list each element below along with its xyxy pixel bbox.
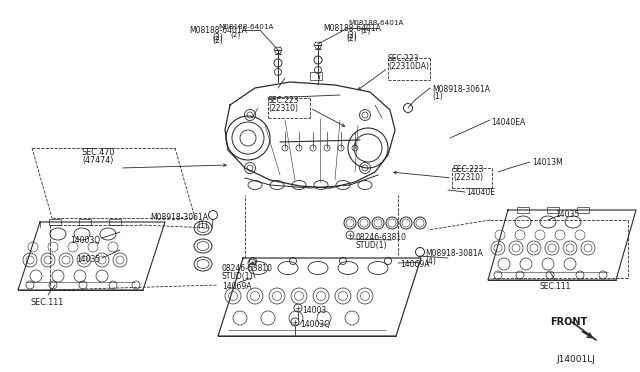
Text: (22310DA): (22310DA) xyxy=(388,62,429,71)
Text: (47474): (47474) xyxy=(83,156,114,165)
Text: 14003: 14003 xyxy=(302,306,326,315)
Bar xyxy=(310,72,322,80)
Bar xyxy=(517,207,529,213)
Text: SEC.470: SEC.470 xyxy=(81,148,115,157)
Text: SEC.223: SEC.223 xyxy=(388,54,419,63)
Text: 14013M: 14013M xyxy=(532,158,563,167)
Text: SEC.111: SEC.111 xyxy=(30,298,63,307)
Text: 14003Q: 14003Q xyxy=(70,236,100,245)
Text: 14069A: 14069A xyxy=(400,260,429,269)
Bar xyxy=(547,207,559,213)
Text: M08188-6401A
(2): M08188-6401A (2) xyxy=(323,24,381,44)
Bar xyxy=(109,219,121,225)
Text: (2): (2) xyxy=(212,33,223,42)
Bar xyxy=(49,219,61,225)
Text: (2): (2) xyxy=(230,31,240,38)
Text: (1): (1) xyxy=(197,221,208,230)
Text: 14069A: 14069A xyxy=(222,282,252,291)
Text: (22310): (22310) xyxy=(453,173,483,182)
Text: M08918-3061A: M08918-3061A xyxy=(432,85,490,94)
Text: SEC.223: SEC.223 xyxy=(268,96,300,105)
Bar xyxy=(577,207,589,213)
Text: M08918-3061A: M08918-3061A xyxy=(150,213,208,222)
Bar xyxy=(79,219,91,225)
Text: FRONT: FRONT xyxy=(550,317,588,327)
Text: M08188-6401A: M08188-6401A xyxy=(218,24,273,30)
Text: SEC.111: SEC.111 xyxy=(540,282,572,291)
Text: J14001LJ: J14001LJ xyxy=(556,355,595,364)
Text: (4): (4) xyxy=(425,257,436,266)
Text: 14035: 14035 xyxy=(76,255,100,264)
Text: (1): (1) xyxy=(432,92,443,101)
Text: 08246-63810: 08246-63810 xyxy=(222,264,273,273)
Text: (2): (2) xyxy=(360,27,371,33)
Text: M08188-6401A
(2): M08188-6401A (2) xyxy=(189,26,247,45)
Text: 08246-63810: 08246-63810 xyxy=(356,233,407,242)
Text: STUD(1): STUD(1) xyxy=(356,241,387,250)
Text: 14040E: 14040E xyxy=(466,188,495,197)
Text: 14003Q: 14003Q xyxy=(300,320,330,329)
Text: (2): (2) xyxy=(347,31,357,40)
Text: (22310): (22310) xyxy=(268,104,298,113)
Text: M08188-6401A: M08188-6401A xyxy=(348,20,403,26)
Text: M08918-3081A: M08918-3081A xyxy=(425,249,483,258)
Text: SEC.223: SEC.223 xyxy=(453,165,484,174)
Text: 14035: 14035 xyxy=(555,210,579,219)
Text: 14040EA: 14040EA xyxy=(491,118,525,127)
Text: STUD(1): STUD(1) xyxy=(222,272,253,281)
